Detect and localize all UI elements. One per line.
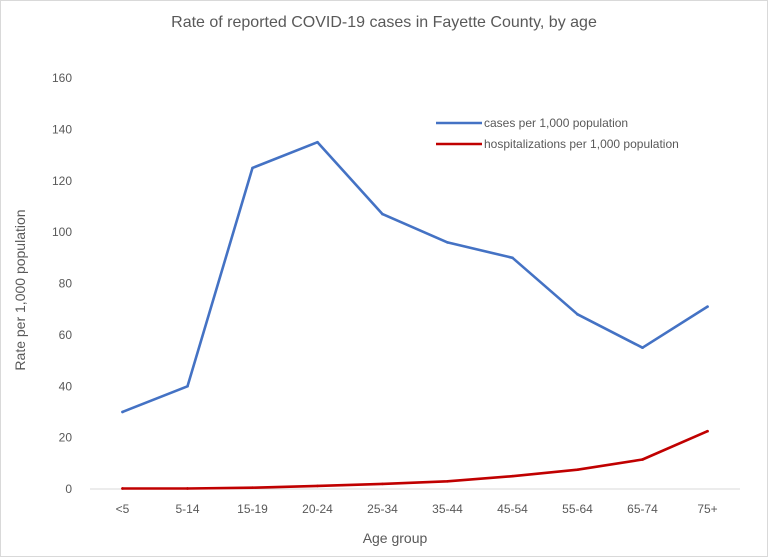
x-tick-label: 75+	[697, 502, 717, 516]
legend: cases per 1,000 population hospitalizatio…	[436, 116, 679, 151]
data-point	[446, 241, 449, 244]
legend-label: cases per 1,000 population	[484, 116, 628, 130]
y-tick-label: 80	[59, 277, 73, 291]
data-point	[706, 429, 709, 433]
y-tick-label: 40	[59, 379, 73, 393]
data-point	[446, 479, 449, 483]
legend-label: hospitalizations per 1,000 population	[484, 137, 679, 151]
series-line-1	[121, 429, 709, 490]
y-tick-labels: 0 20 40 60 80 100 120 140 160	[52, 71, 72, 496]
y-tick-label: 100	[52, 225, 72, 239]
data-point	[316, 484, 319, 488]
chart-title: Rate of reported COVID-19 cases in Fayet…	[171, 14, 597, 31]
x-tick-label: 55-64	[562, 502, 593, 516]
data-point	[641, 346, 644, 350]
data-point	[186, 487, 189, 490]
data-point	[121, 410, 124, 414]
y-tick-label: 20	[59, 431, 73, 445]
x-tick-label: 35-44	[432, 502, 463, 516]
data-point	[576, 313, 579, 316]
series-lines	[121, 140, 709, 490]
data-point	[186, 384, 189, 388]
y-tick-label: 60	[59, 328, 73, 342]
data-point	[316, 140, 319, 144]
data-point	[381, 212, 384, 216]
y-axis-label: Rate per 1,000 population	[12, 209, 28, 371]
x-tick-label: 5-14	[175, 502, 199, 516]
data-point	[121, 487, 124, 490]
x-tick-label: 15-19	[237, 502, 268, 516]
data-point	[251, 166, 254, 170]
x-tick-label: 25-34	[367, 502, 398, 516]
data-point	[511, 474, 514, 478]
data-point	[576, 468, 579, 472]
series-line-0	[121, 140, 709, 414]
data-point	[511, 256, 514, 260]
x-axis-label: Age group	[362, 530, 428, 546]
data-point	[251, 486, 254, 490]
x-tick-label: 65-74	[627, 502, 658, 516]
y-tick-label: 0	[65, 482, 72, 496]
x-tick-label: 45-54	[497, 502, 528, 516]
y-tick-label: 120	[52, 174, 72, 188]
y-tick-label: 160	[52, 71, 72, 85]
data-point	[641, 458, 644, 461]
y-tick-label: 140	[52, 122, 72, 136]
x-tick-label: <5	[116, 502, 130, 516]
x-tick-labels: <5 5-14 15-19 20-24 25-34 35-44 45-54 55-64 65-7…	[116, 502, 718, 516]
data-point	[706, 305, 709, 308]
x-tick-label: 20-24	[302, 502, 333, 516]
data-point	[381, 482, 384, 486]
